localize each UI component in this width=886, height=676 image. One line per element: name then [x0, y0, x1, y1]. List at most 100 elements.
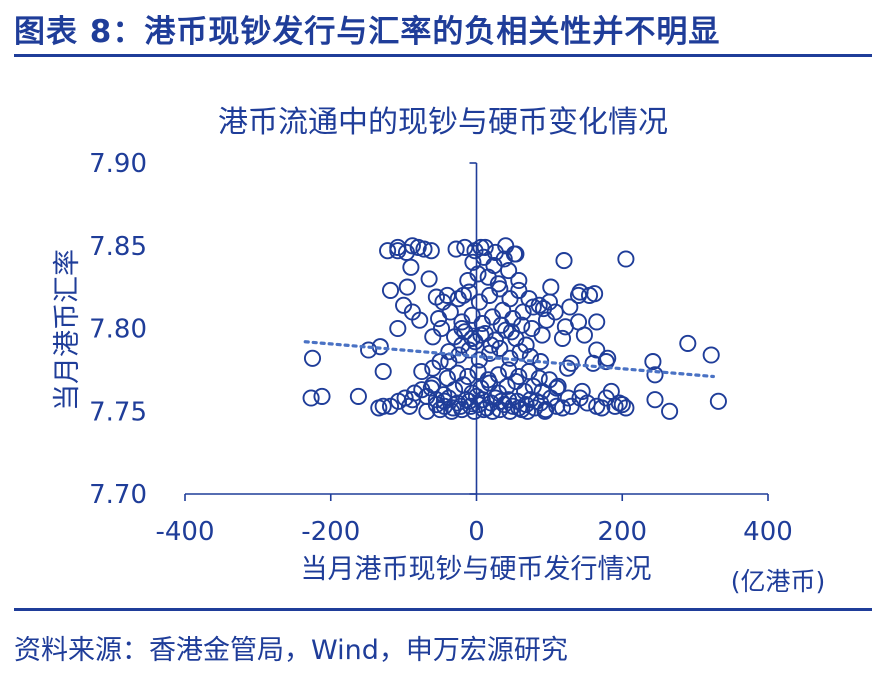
data-point — [617, 399, 635, 417]
data-point — [469, 362, 487, 381]
data-point — [559, 389, 577, 407]
data-point — [510, 399, 528, 417]
data-point — [413, 362, 431, 381]
data-point — [476, 238, 494, 256]
y-tick-label: 7.70 — [89, 480, 147, 510]
data-point — [602, 382, 620, 400]
data-point — [586, 285, 604, 303]
data-point — [646, 366, 664, 384]
y-tick-label: 7.80 — [89, 315, 147, 345]
data-point — [456, 238, 474, 256]
data-point — [573, 382, 591, 400]
data-point — [613, 396, 631, 414]
trendline — [303, 340, 715, 379]
data-point — [398, 278, 416, 296]
data-point — [313, 387, 331, 405]
data-point — [702, 346, 720, 364]
x-tick-label: 200 — [597, 517, 647, 547]
data-point — [424, 328, 442, 346]
data-point — [510, 281, 528, 299]
data-point — [303, 349, 322, 367]
data-point — [302, 389, 320, 407]
data-point — [402, 258, 420, 276]
data-point — [467, 387, 486, 405]
trendline-path — [303, 340, 715, 379]
data-point — [562, 397, 580, 415]
data-point — [424, 359, 442, 377]
data-point — [449, 364, 467, 382]
data-point — [553, 399, 572, 417]
x-tick-label: 400 — [743, 517, 793, 547]
data-point — [498, 377, 516, 395]
y-tick-label: 7.75 — [89, 397, 147, 427]
data-point — [709, 392, 727, 410]
data-point — [571, 283, 589, 301]
data-point — [513, 316, 531, 334]
data-point — [497, 237, 515, 255]
data-point — [561, 298, 579, 316]
data-point — [418, 402, 436, 420]
data-point — [464, 253, 482, 271]
data-point — [575, 326, 593, 344]
x-axis-unit: (亿港币) — [731, 567, 826, 596]
data-point — [374, 362, 392, 381]
data-point — [403, 391, 421, 409]
data-point — [549, 377, 567, 395]
data-point — [588, 313, 606, 331]
data-point — [438, 369, 456, 387]
x-tick-label: -400 — [155, 517, 214, 547]
data-point — [501, 290, 519, 308]
data-point — [530, 369, 548, 387]
data-point — [492, 392, 510, 410]
data-point — [454, 286, 472, 304]
data-point — [411, 311, 429, 329]
data-point — [370, 399, 388, 417]
data-point — [501, 402, 519, 420]
chart-title: 港币流通中的现钞与硬币变化情况 — [218, 105, 668, 140]
y-axis-label: 当月港币汇率 — [52, 249, 83, 411]
data-points — [302, 237, 727, 420]
data-point — [443, 402, 461, 420]
data-point — [507, 245, 525, 263]
data-point — [500, 262, 518, 280]
data-point — [349, 387, 367, 405]
data-point — [472, 238, 490, 256]
data-point — [542, 278, 560, 296]
data-point — [381, 281, 400, 299]
data-point — [530, 296, 548, 314]
data-point — [463, 329, 481, 347]
data-point — [360, 341, 378, 359]
data-point — [447, 240, 465, 258]
header-rule — [14, 54, 872, 57]
data-point — [516, 382, 534, 400]
data-point — [646, 391, 664, 409]
data-point — [389, 319, 407, 338]
data-point — [491, 339, 509, 357]
data-point — [553, 329, 572, 347]
x-tick-label: -200 — [301, 517, 360, 547]
footer-rule — [14, 608, 872, 611]
data-point — [453, 319, 471, 338]
data-point — [489, 366, 507, 384]
data-point — [661, 402, 679, 420]
data-point — [533, 326, 551, 344]
data-point — [469, 265, 487, 283]
data-point — [559, 359, 577, 377]
data-point — [479, 371, 497, 389]
data-point — [396, 389, 414, 407]
data-point — [483, 402, 502, 420]
data-point — [593, 399, 611, 417]
data-point — [527, 392, 545, 410]
data-point — [451, 397, 470, 415]
data-point — [536, 402, 554, 420]
x-axis: -400 -200 0 200 400 — [155, 493, 793, 547]
data-point — [430, 310, 448, 328]
data-point — [510, 367, 528, 386]
data-point — [482, 336, 500, 354]
data-point — [617, 250, 635, 268]
figure-title: 图表 8：港币现钞发行与汇率的负相关性并不明显 — [14, 14, 721, 50]
data-point — [463, 384, 481, 402]
data-point — [588, 341, 606, 359]
data-point — [679, 334, 697, 352]
data-point — [389, 238, 407, 256]
